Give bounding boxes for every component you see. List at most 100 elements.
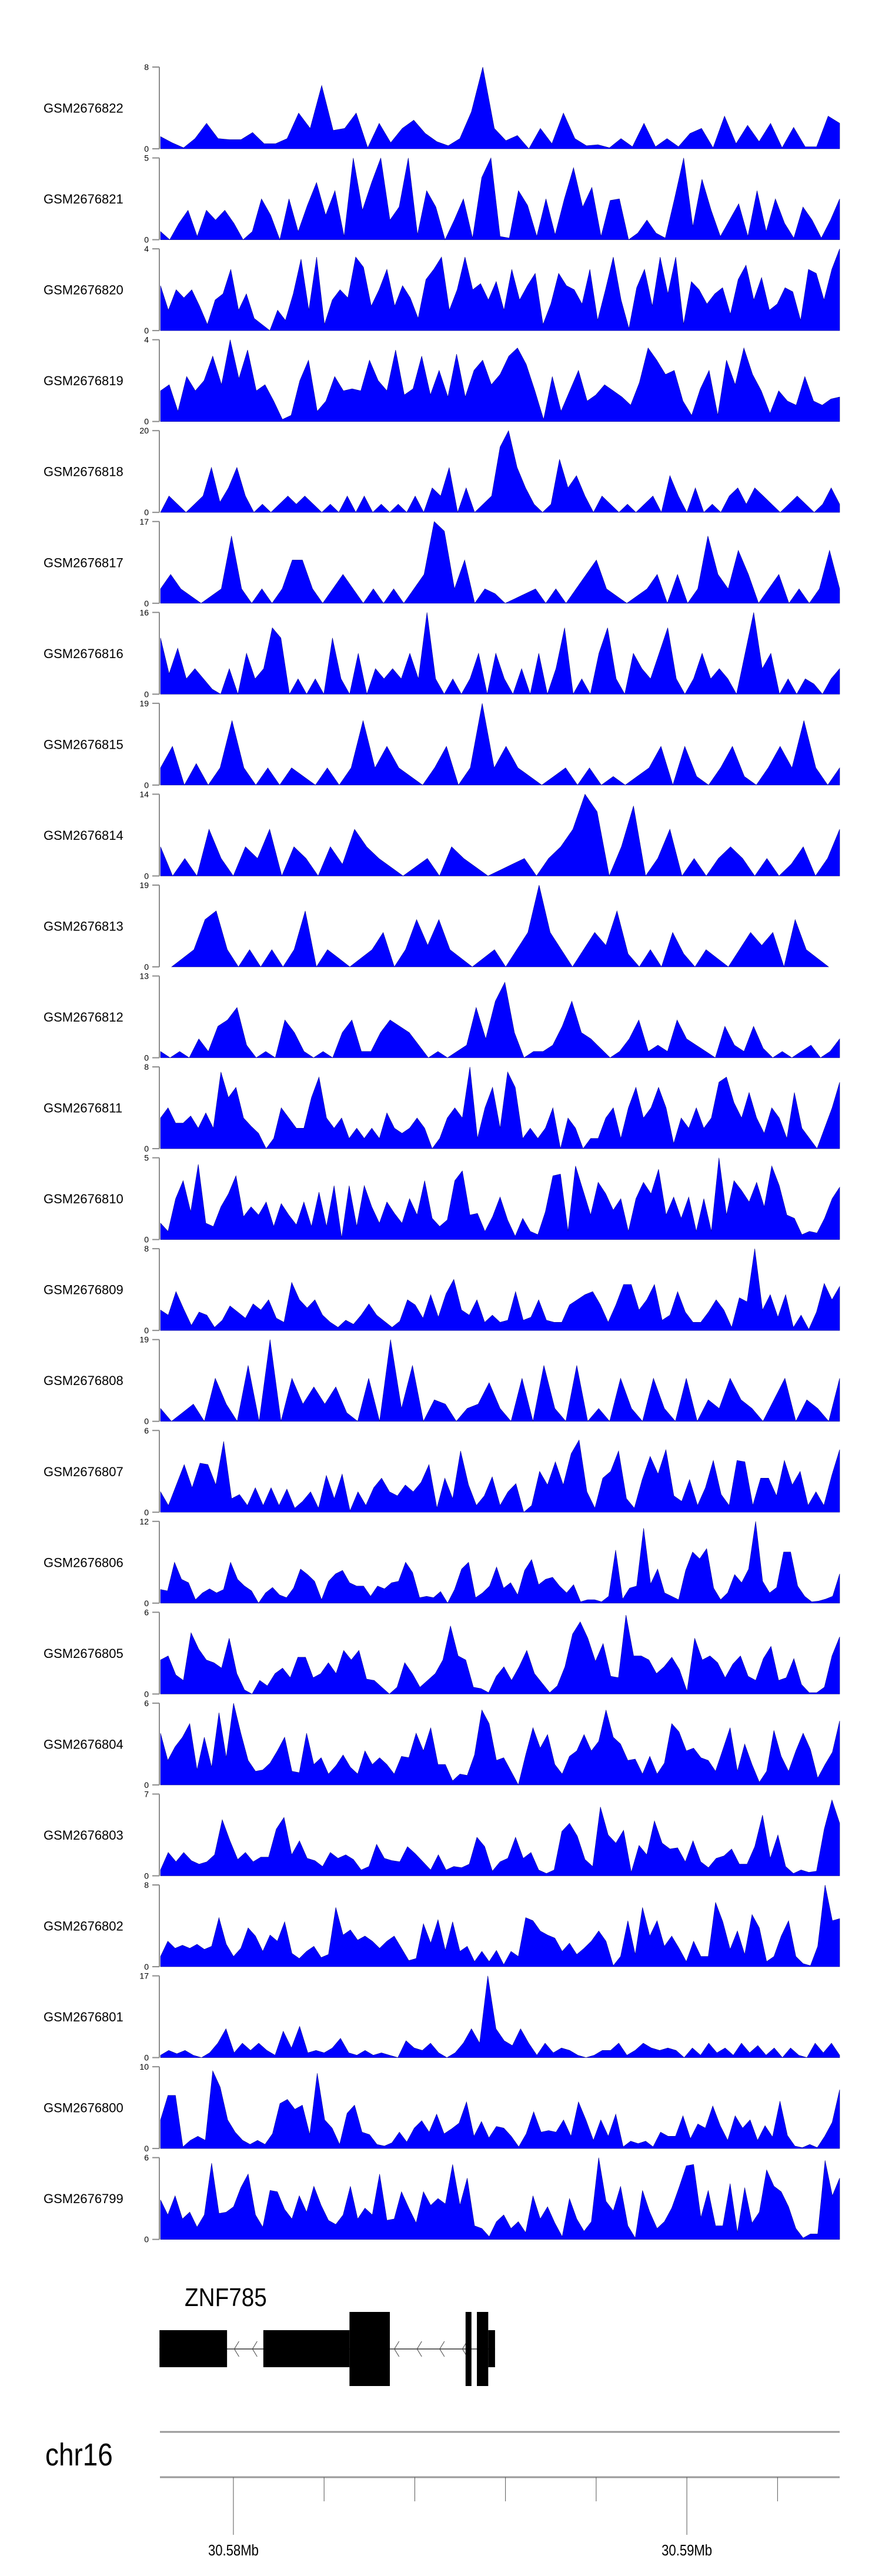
strand-arrow-icon <box>416 2341 422 2357</box>
track-label: GSM2676817 <box>44 555 123 570</box>
y-tick-label-min: 0 <box>144 599 149 608</box>
strand-arrow-icon <box>462 2341 467 2357</box>
track-GSM2676799: GSM2676799 6 0 <box>44 2153 840 2244</box>
y-tick-label-max: 6 <box>144 2153 149 2163</box>
track-GSM2676812: GSM2676812 13 0 <box>44 972 840 1063</box>
y-tick-label-max: 4 <box>144 244 149 253</box>
x-tick-label: 30.59Mb <box>662 2542 712 2559</box>
y-tick-label-max: 8 <box>144 1880 149 1890</box>
y-tick-label-max: 6 <box>144 1426 149 1435</box>
track-label: GSM2676810 <box>44 1192 123 1206</box>
coverage-area <box>160 2157 840 2240</box>
y-tick-label-min: 0 <box>144 144 149 154</box>
exon <box>465 2312 472 2386</box>
track-label: GSM2676813 <box>44 919 123 933</box>
y-tick-label-min: 0 <box>144 871 149 880</box>
track-label: GSM2676801 <box>44 2010 123 2024</box>
track-label: GSM2676802 <box>44 1919 123 1934</box>
y-tick-label-min: 0 <box>144 2053 149 2063</box>
track-label: GSM2676811 <box>44 1101 122 1116</box>
track-label: GSM2676818 <box>44 465 123 479</box>
y-tick-label-max: 19 <box>139 1335 149 1344</box>
track-label: GSM2676812 <box>44 1010 123 1025</box>
track-label: GSM2676806 <box>44 1555 123 1570</box>
y-tick-label-max: 4 <box>144 335 149 345</box>
y-tick-label-max: 12 <box>139 1517 149 1526</box>
y-tick-label-min: 0 <box>144 2144 149 2153</box>
coverage-area <box>160 66 840 149</box>
track-label: GSM2676816 <box>44 646 123 661</box>
y-tick-label-min: 0 <box>144 962 149 972</box>
y-tick-label-max: 17 <box>139 1971 149 1981</box>
y-tick-label-max: 13 <box>139 972 149 981</box>
genome-axis: chr16 30.58Mb 30.59Mb <box>45 2431 840 2559</box>
coverage-area <box>160 1703 840 1786</box>
coverage-area <box>160 612 840 695</box>
gene-track: ZNF785 <box>159 2283 495 2386</box>
exon <box>477 2312 489 2386</box>
y-tick-label-min: 0 <box>144 1235 149 1244</box>
track-GSM2676808: GSM2676808 19 0 <box>44 1335 840 1426</box>
coverage-area <box>160 430 840 513</box>
exon <box>488 2330 495 2367</box>
y-tick-label-max: 8 <box>144 1244 149 1253</box>
coverage-area <box>160 982 840 1058</box>
gene-label: ZNF785 <box>185 2283 267 2312</box>
coverage-area <box>160 703 840 786</box>
y-tick-label-min: 0 <box>144 1962 149 1971</box>
y-tick-label-max: 6 <box>144 1699 149 1708</box>
strand-arrow-icon <box>252 2341 258 2357</box>
coverage-area <box>160 1249 840 1331</box>
y-tick-label-max: 8 <box>144 62 149 72</box>
track-GSM2676804: GSM2676804 6 0 <box>44 1699 840 1790</box>
coverage-area <box>160 248 840 331</box>
y-tick-label-min: 0 <box>144 235 149 245</box>
y-tick-label-max: 16 <box>139 608 149 617</box>
track-label: GSM2676808 <box>44 1373 123 1388</box>
coverage-area <box>160 1884 840 1967</box>
track-GSM2676805: GSM2676805 6 0 <box>44 1607 840 1699</box>
y-tick-label-max: 20 <box>139 426 149 435</box>
coverage-area <box>160 2070 840 2149</box>
track-GSM2676822: GSM2676822 8 0 <box>44 62 840 154</box>
track-label: GSM2676815 <box>44 737 123 752</box>
track-label: GSM2676800 <box>44 2101 123 2115</box>
track-GSM2676813: GSM2676813 19 0 <box>44 880 829 972</box>
y-tick-label-max: 17 <box>139 517 149 526</box>
chromosome-label: chr16 <box>45 2437 113 2472</box>
y-tick-label-min: 0 <box>144 1053 149 1063</box>
y-tick-label-min: 0 <box>144 780 149 790</box>
coverage-area <box>160 1521 840 1604</box>
coverage-tracks: GSM267682280GSM267682150GSM267682040GSM2… <box>44 62 840 2244</box>
exon <box>263 2330 350 2367</box>
track-label: GSM2676804 <box>44 1737 123 1751</box>
coverage-area <box>160 793 840 877</box>
track-label: GSM2676807 <box>44 1464 123 1479</box>
y-tick-label-max: 19 <box>139 699 149 708</box>
y-tick-label-max: 5 <box>144 1153 149 1163</box>
y-tick-label-min: 0 <box>144 1689 149 1699</box>
track-label: GSM2676799 <box>44 2191 123 2206</box>
track-GSM2676801: GSM2676801 17 0 <box>44 1971 840 2063</box>
track-label: GSM2676805 <box>44 1646 123 1661</box>
track-label: GSM2676814 <box>44 828 123 843</box>
y-tick-label-max: 19 <box>139 880 149 890</box>
coverage-area <box>160 157 840 241</box>
y-tick-label-max: 6 <box>144 1607 149 1617</box>
strand-arrow-icon <box>394 2341 400 2357</box>
y-tick-label-min: 0 <box>144 1780 149 1790</box>
track-GSM2676811: GSM2676811 8 0 <box>44 1062 840 1153</box>
track-GSM2676809: GSM2676809 8 0 <box>44 1244 840 1335</box>
track-GSM2676806: GSM2676806 12 0 <box>44 1517 840 1608</box>
track-GSM2676817: GSM2676817 17 0 <box>44 517 840 608</box>
track-label: GSM2676819 <box>44 373 123 388</box>
x-tick-label: 30.58Mb <box>208 2542 259 2559</box>
strand-arrow-icon <box>233 2341 239 2357</box>
track-GSM2676814: GSM2676814 14 0 <box>44 789 840 880</box>
y-tick-label-min: 0 <box>144 1417 149 1426</box>
track-GSM2676820: GSM2676820 4 0 <box>44 244 840 335</box>
track-GSM2676816: GSM2676816 16 0 <box>44 608 840 699</box>
track-label: GSM2676821 <box>44 192 123 206</box>
y-tick-label-min: 0 <box>144 1144 149 1153</box>
track-GSM2676819: GSM2676819 4 0 <box>44 335 840 426</box>
